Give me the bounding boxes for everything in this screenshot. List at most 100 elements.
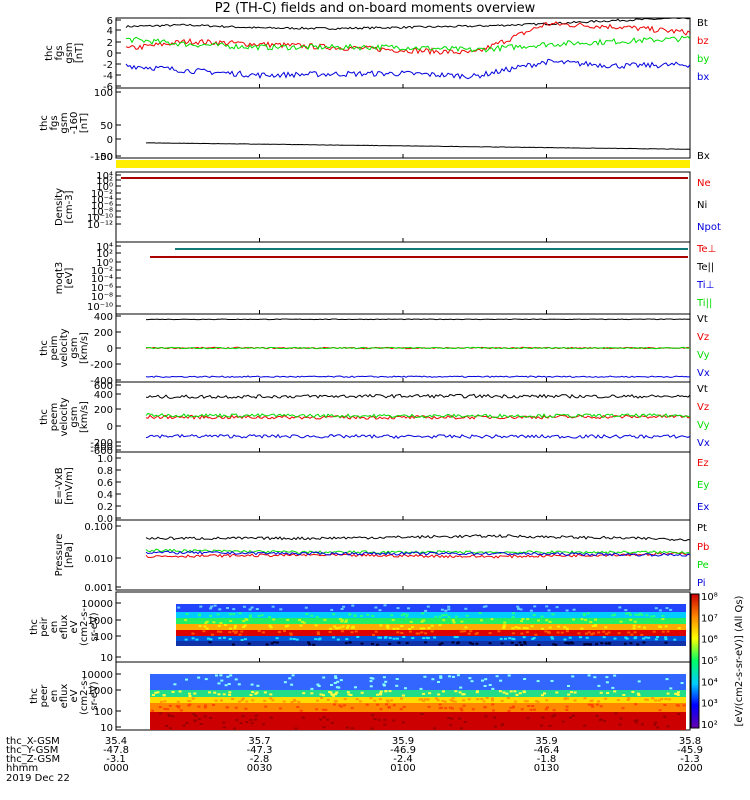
- panel-efield: E=-VxB [mV/m] 1.00.80.60.40.20.0 Ez Ey Ex: [54, 451, 709, 525]
- spectrogram-speckle: [194, 715, 198, 717]
- spectrogram-speckle: [374, 606, 378, 609]
- series-peem-vz: [145, 414, 691, 420]
- spectrogram-speckle: [583, 724, 587, 727]
- spectrogram-speckle: [548, 724, 552, 727]
- spectrogram-speckle: [283, 630, 286, 633]
- spectrogram-speckle: [652, 615, 656, 618]
- spectrogram-speckle: [238, 633, 242, 636]
- spectrogram-speckle: [512, 705, 515, 708]
- y-axis-label: Pressure [nPa]: [54, 534, 75, 577]
- spectrogram-speckle: [447, 605, 451, 608]
- spectrogram-speckle: [151, 694, 155, 696]
- series-pt: [145, 534, 691, 542]
- spectrogram-speckle: [537, 619, 540, 622]
- y-tick-label: 600: [94, 381, 113, 392]
- y-axis-label: E=-VxB [mV/m]: [54, 467, 75, 505]
- spectrogram-speckle: [595, 714, 599, 717]
- spectrogram-speckle: [320, 697, 324, 699]
- spectrogram-speckle: [642, 637, 646, 640]
- spectrogram-speckle: [661, 618, 665, 621]
- spectrogram-speckle: [203, 706, 207, 709]
- spectrogram-speckle: [392, 719, 396, 722]
- footer-value: 0130: [534, 763, 559, 774]
- spectrogram-speckle: [229, 627, 232, 630]
- y-axis-label-line: eV: [69, 620, 80, 633]
- spectrogram-speckle: [522, 636, 526, 639]
- spectrogram-speckle: [561, 720, 565, 723]
- footer-row-label: thc_Y-GSM: [6, 745, 58, 756]
- spectrogram-speckle: [462, 699, 466, 702]
- spectrogram-speckle: [385, 699, 389, 702]
- page-title: P2 (TH-C) fields and on-board moments ov…: [214, 1, 536, 16]
- spectrogram-speckle: [388, 636, 392, 639]
- spectrogram-speckle: [408, 628, 412, 630]
- spectrogram-speckle: [675, 704, 679, 707]
- colorbar-tick-label: 10⁵: [701, 656, 718, 667]
- spectrogram-speckle: [335, 691, 339, 694]
- spectrogram-speckle: [345, 638, 349, 641]
- spectrogram-speckle: [433, 727, 437, 730]
- spectrogram-speckle: [396, 627, 400, 630]
- spectrogram-speckle: [210, 605, 214, 608]
- y-axis-label-line: E=-VxB: [54, 467, 65, 504]
- spectrogram-speckle: [500, 724, 504, 727]
- spectrogram-speckle: [508, 637, 512, 640]
- legend-bt: Bt: [697, 18, 708, 29]
- legend-bx: bx: [697, 72, 709, 83]
- spectrogram-speckle: [376, 693, 380, 696]
- spectrogram-speckle: [618, 723, 622, 726]
- spectrogram-speckle: [571, 675, 575, 678]
- spectrogram-speckle: [565, 705, 569, 708]
- spectrogram-speckle: [208, 691, 211, 694]
- spectrogram-speckle: [354, 630, 358, 633]
- spectrogram-speckle: [438, 703, 442, 706]
- spectrogram-speckle: [407, 607, 410, 610]
- y-tick-label: 0.001: [84, 583, 113, 594]
- spectrogram-speckle: [344, 642, 348, 645]
- y-axis-label-line: [nT]: [74, 43, 85, 63]
- spectrogram-speckle: [623, 642, 627, 645]
- spectrogram-speckle: [617, 632, 621, 635]
- spectrogram-speckle: [354, 686, 357, 689]
- spectrogram-speckle: [209, 607, 213, 610]
- spectrogram-speckle: [358, 700, 362, 703]
- spectrogram-speckle: [552, 709, 556, 712]
- spectrogram-speckle: [299, 624, 303, 627]
- spectrogram-speckle: [383, 723, 387, 726]
- panel-density: Density [cm-3]10⁴10²10⁰10⁻²10⁻⁴10⁻⁶10⁻⁸10…: [54, 171, 721, 243]
- spectrogram-speckle: [307, 641, 311, 644]
- y-tick-label: 10⁻⁶: [91, 283, 113, 294]
- spectrogram-speckle: [502, 627, 506, 629]
- spectrogram-speckle: [219, 622, 223, 624]
- y-axis-label-line: [km/s]: [79, 332, 90, 364]
- spectrogram-speckle: [532, 637, 536, 639]
- y-axis-label-line: [nT]: [79, 113, 90, 133]
- spectrogram-speckle: [193, 692, 197, 695]
- spectrogram-speckle: [348, 641, 352, 644]
- spectrogram-speckle: [665, 607, 669, 610]
- spectrogram-speckle: [509, 690, 513, 693]
- spectrogram-speckle: [218, 637, 222, 640]
- spectrogram-speckle: [510, 641, 514, 644]
- spectrogram-speckle: [600, 642, 604, 645]
- spectrogram-speckle: [491, 699, 494, 702]
- spectrogram-speckle: [450, 707, 454, 710]
- spectrogram-speckle: [451, 700, 455, 703]
- spectrogram-speckle: [247, 642, 251, 645]
- spectrogram-speckle: [605, 681, 609, 684]
- spectrogram-speckle: [637, 680, 641, 683]
- spectrogram-speckle: [448, 675, 452, 678]
- spectrogram-speckle: [204, 678, 208, 681]
- spectrogram-speckle: [220, 699, 223, 702]
- spectrogram-speckle: [290, 683, 294, 686]
- colorbar-label: [eV/(cm2-s-sr-eV)] (All Qs): [734, 595, 745, 726]
- spectrogram-speckle: [243, 624, 247, 627]
- spectrogram-speckle: [567, 685, 570, 687]
- spectrogram-speckle: [595, 643, 599, 646]
- spectrogram-speckle: [522, 690, 526, 693]
- spectrogram-speckle: [658, 709, 662, 712]
- spectrogram-speckle: [251, 691, 255, 693]
- spectrogram-speckle: [322, 676, 326, 679]
- spectrogram-speckle: [209, 716, 212, 719]
- spectrogram-speckle: [583, 614, 586, 616]
